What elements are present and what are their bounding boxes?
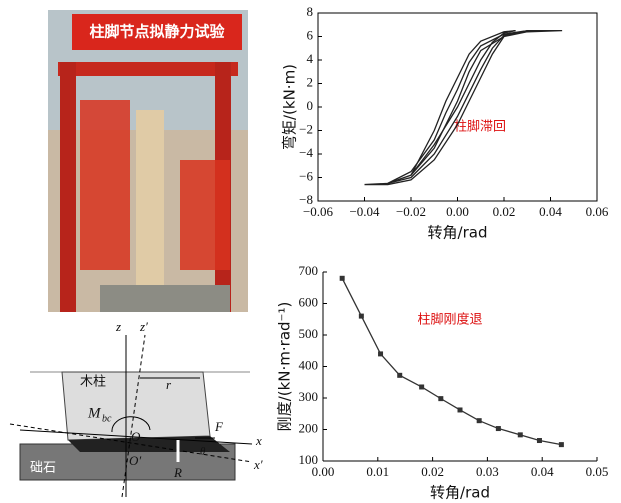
y-tick-label: 2: [307, 74, 314, 89]
y-tick-label: −6: [299, 168, 313, 183]
label: O: [131, 429, 141, 444]
banner-text: 柱脚节点拟静力试验: [89, 23, 225, 41]
label: z: [115, 319, 121, 334]
marker: [340, 276, 345, 281]
marker: [378, 351, 383, 356]
marker: [477, 418, 482, 423]
x-tick-label: 0.06: [586, 204, 609, 219]
marker: [438, 396, 443, 401]
label: M: [87, 405, 102, 421]
photo: 柱脚节点拟静力试验: [48, 10, 248, 312]
marker: [419, 384, 424, 389]
y-tick-label: 400: [299, 357, 319, 372]
x-tick-label: 0.03: [476, 464, 499, 479]
y-tick-label: 300: [299, 389, 319, 404]
x-tick-label: 0.02: [493, 204, 516, 219]
x-tick-label: 0.04: [531, 464, 554, 479]
x-tick-label: −0.04: [349, 204, 380, 219]
x-tick-label: 0.01: [366, 464, 389, 479]
x-axis-label: 转角/rad: [430, 484, 490, 502]
label: R: [173, 465, 182, 480]
y-axis-label: 弯矩/(kN·m): [281, 64, 299, 150]
label: 木柱: [80, 375, 106, 390]
x-tick-label: 0.05: [586, 464, 609, 479]
y-tick-label: 700: [299, 263, 319, 278]
y-tick-label: 500: [299, 326, 319, 341]
label: F: [214, 419, 224, 434]
label: 础石: [30, 461, 56, 476]
data-line: [411, 31, 516, 176]
label: z′: [139, 319, 148, 334]
label: θ: [200, 446, 206, 458]
marker: [496, 426, 501, 431]
y-tick-label: 0: [307, 98, 314, 113]
column: [136, 110, 164, 295]
y-tick-label: 8: [307, 4, 314, 19]
data-line: [388, 31, 539, 184]
y-tick-label: 200: [299, 420, 319, 435]
x-tick-label: 0.00: [446, 204, 469, 219]
label: bc: [102, 413, 112, 424]
marker: [537, 438, 542, 443]
annotation: 柱脚刚度退: [417, 312, 482, 328]
frame: [60, 62, 76, 312]
marker: [518, 432, 523, 437]
base: [100, 285, 230, 312]
figure: 柱脚节点拟静力试验 z z′ 木柱 r M bc O F x 础石 O′ R θ: [0, 0, 621, 503]
x-tick-label: 0.02: [421, 464, 444, 479]
marker: [359, 314, 364, 319]
x-tick-label: 0.04: [539, 204, 562, 219]
label: O′: [129, 453, 141, 468]
x-axis-label: 转角/rad: [428, 224, 488, 242]
marker: [397, 373, 402, 378]
frame: [80, 100, 130, 270]
y-tick-label: −8: [299, 192, 313, 207]
annotation: 柱脚滞回: [454, 119, 506, 135]
y-tick-label: 600: [299, 294, 319, 309]
y-tick-label: −4: [299, 145, 313, 160]
marker: [458, 407, 463, 412]
label: x′: [253, 457, 263, 472]
frame: [180, 160, 230, 270]
beam: [58, 62, 238, 76]
x-tick-label: −0.02: [396, 204, 426, 219]
y-tick-label: −2: [299, 121, 313, 136]
y-tick-label: 4: [307, 51, 314, 66]
label: x: [255, 433, 262, 448]
y-tick-label: 6: [307, 27, 314, 42]
data-line: [342, 278, 561, 444]
diagram: z z′ 木柱 r M bc O F x 础石 O′ R θ x′: [10, 319, 263, 497]
data-line: [365, 31, 563, 185]
marker: [559, 442, 564, 447]
y-tick-label: 100: [299, 452, 319, 467]
y-axis-label: 刚度/(kN·m·rad⁻¹): [276, 302, 294, 432]
